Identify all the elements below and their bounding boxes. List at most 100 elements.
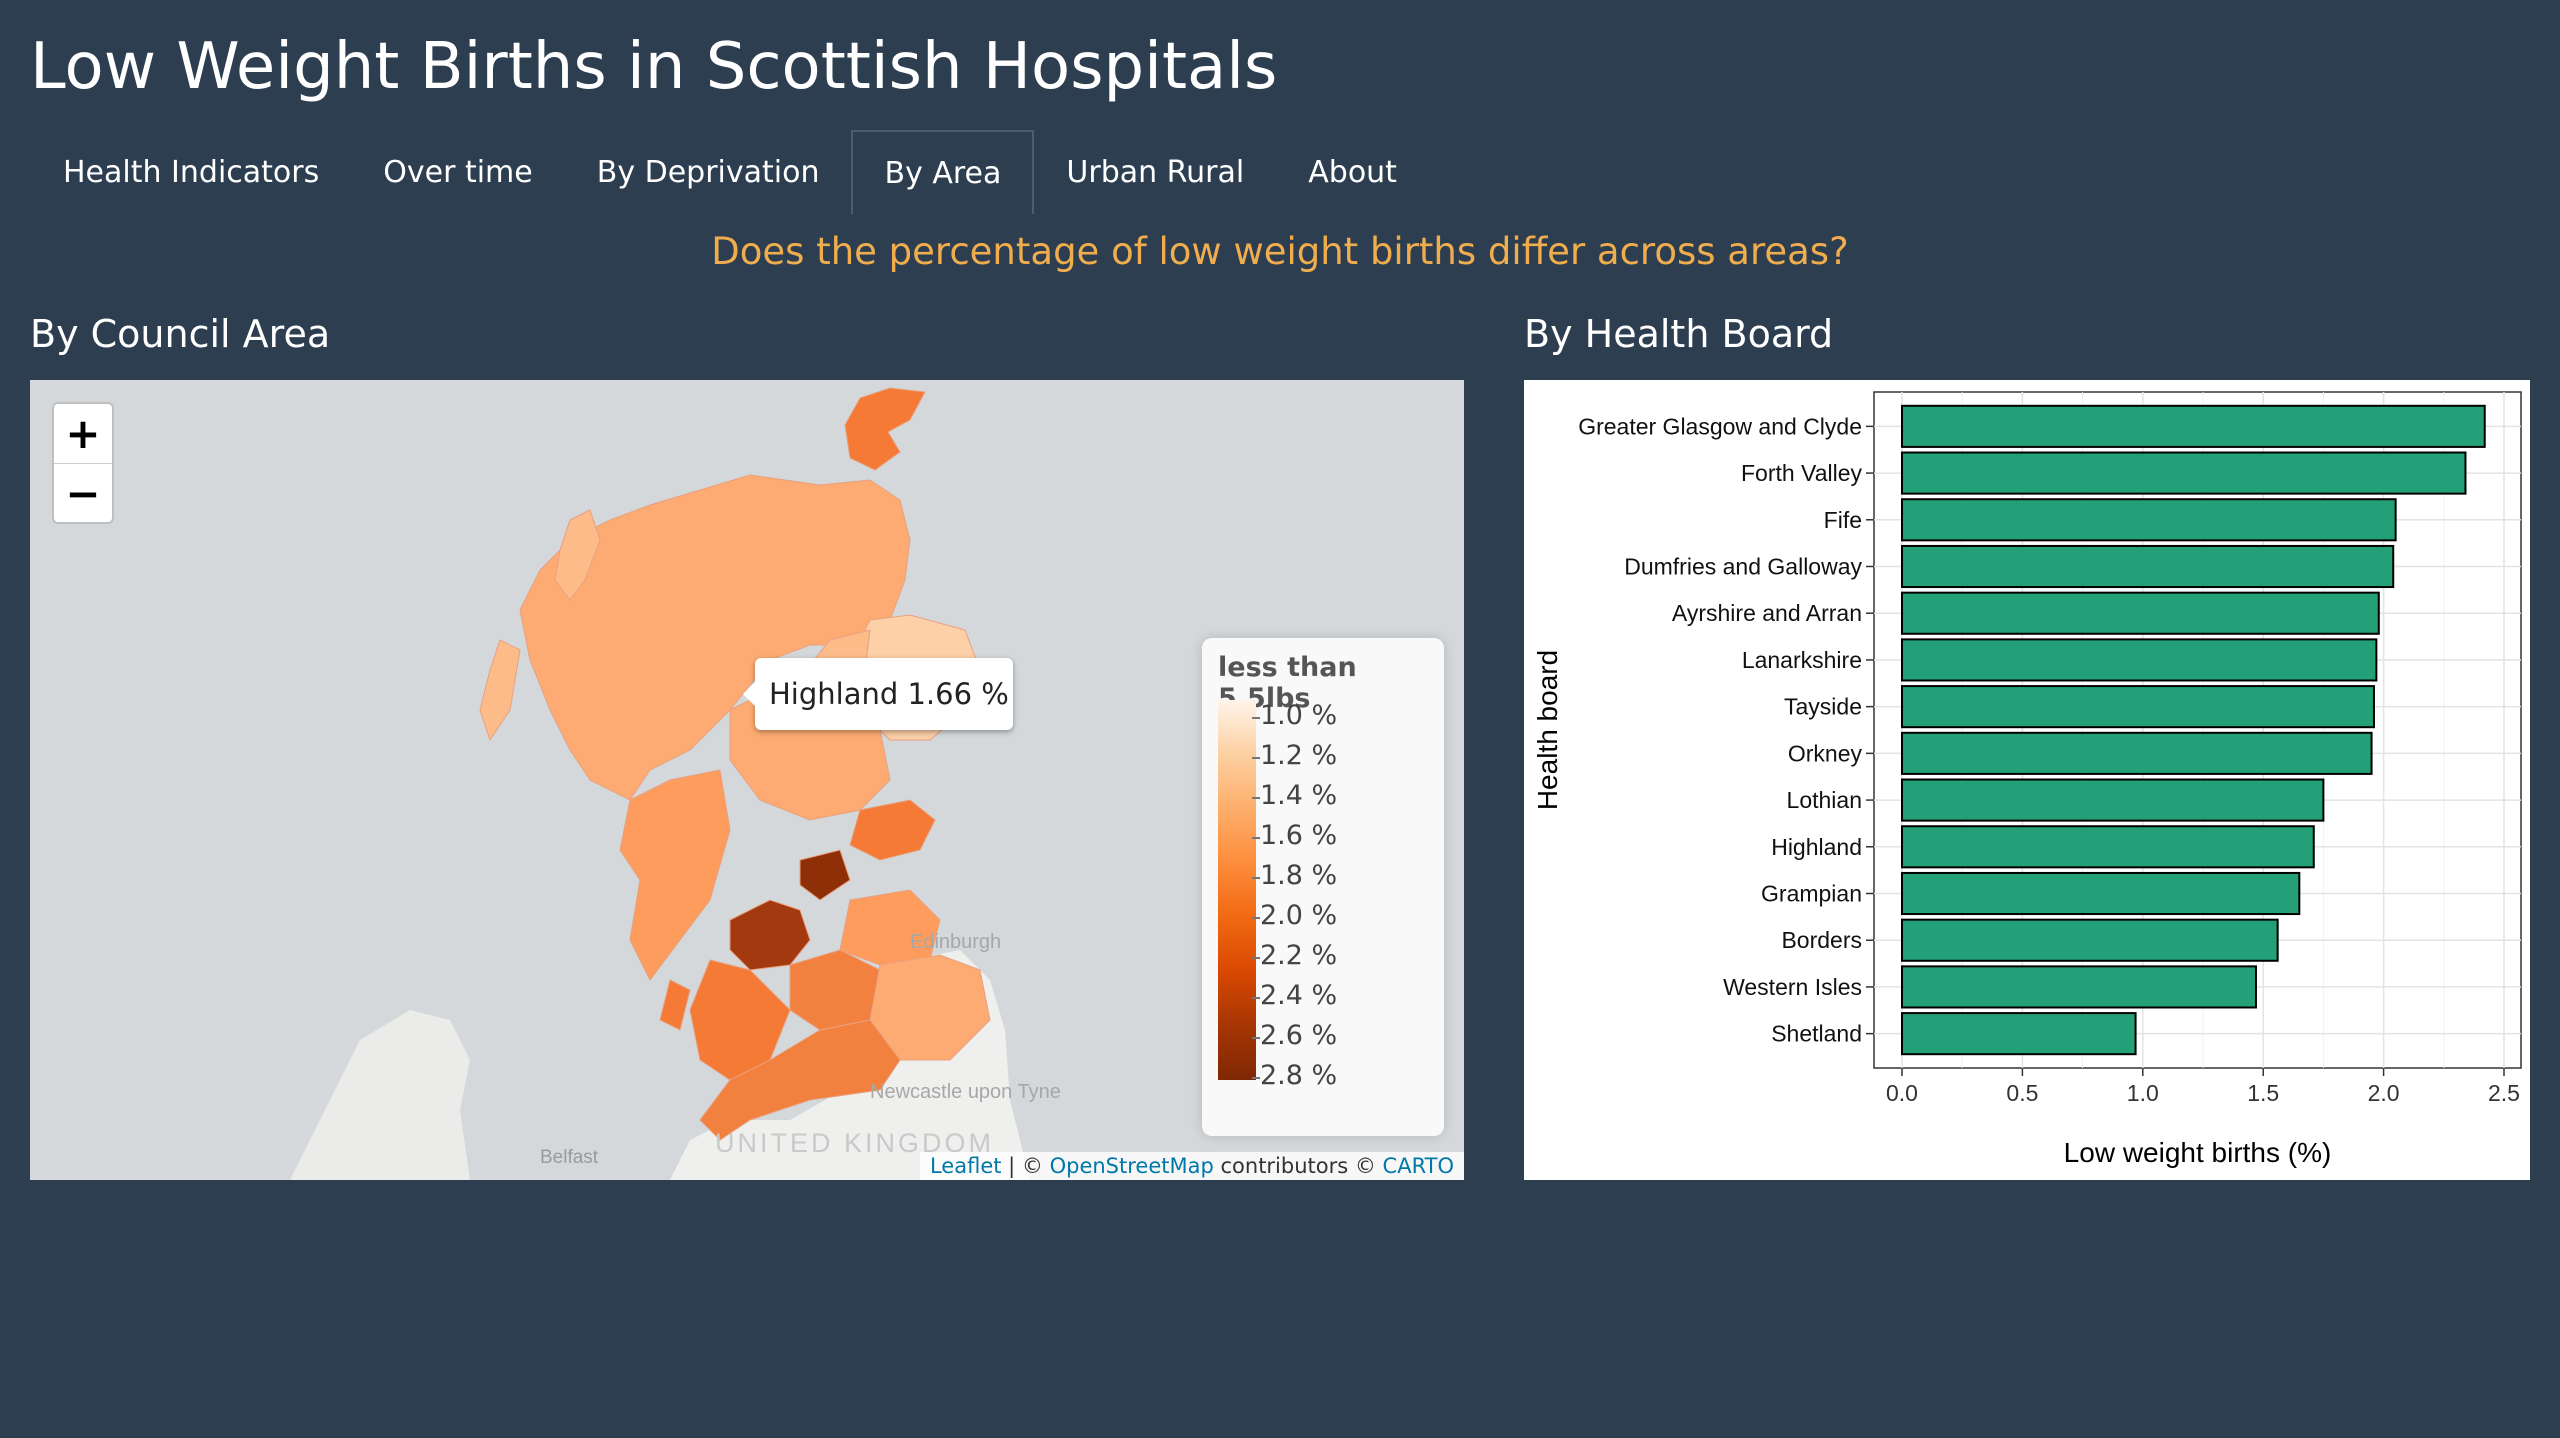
legend-tick bbox=[1252, 1037, 1260, 1039]
legend-label: 2.2 % bbox=[1260, 940, 1338, 971]
x-tick-label: 2.0 bbox=[2368, 1080, 2400, 1106]
map-tooltip: Highland 1.66 % bbox=[743, 658, 1013, 730]
x-tick-label: 1.5 bbox=[2247, 1080, 2279, 1106]
chart-section-title: By Health Board bbox=[1524, 312, 1834, 356]
map-section-title: By Council Area bbox=[30, 312, 331, 356]
region-highland bbox=[519, 474, 911, 801]
zoom-control: + − bbox=[52, 402, 114, 524]
bar-lanarkshire bbox=[1901, 638, 2378, 682]
y-tick-label: Forth Valley bbox=[1741, 460, 1863, 486]
ireland-land bbox=[290, 1010, 470, 1180]
map-legend: less than 5.5lbs 1.0 % 1.2 % 1.4 % 1.6 % 1.8… bbox=[1202, 638, 1444, 1136]
bar-grampian bbox=[1901, 871, 2301, 916]
region-west-isles-south bbox=[479, 639, 521, 742]
x-tick-label: 2.5 bbox=[2488, 1080, 2520, 1106]
legend-tick bbox=[1252, 997, 1260, 999]
x-tick-label: 1.0 bbox=[2127, 1080, 2159, 1106]
legend-tick bbox=[1252, 877, 1260, 879]
y-tick-label: Western Isles bbox=[1723, 974, 1862, 1000]
region-lothian bbox=[839, 889, 941, 966]
bar-tayside bbox=[1901, 685, 2375, 729]
bar-ayrshire-and-arran bbox=[1901, 591, 2380, 635]
legend-tick bbox=[1252, 957, 1260, 959]
region-western-isles bbox=[554, 509, 601, 601]
bar-highland bbox=[1901, 825, 2315, 869]
region-lanarkshire bbox=[789, 949, 881, 1031]
legend-label: 2.6 % bbox=[1260, 1020, 1338, 1051]
bar-lothian bbox=[1901, 778, 2325, 822]
map-attribution: Leaflet | © OpenStreetMap contributors ©… bbox=[919, 1152, 1464, 1180]
x-tick-label: 0.0 bbox=[1886, 1080, 1918, 1106]
y-tick-label: Dumfries and Galloway bbox=[1624, 554, 1862, 580]
region-shetland bbox=[844, 387, 926, 471]
y-tick-label: Ayrshire and Arran bbox=[1672, 600, 1862, 626]
region-glasgow bbox=[729, 899, 811, 971]
y-tick-label: Grampian bbox=[1761, 881, 1862, 907]
bar-dumfries-and-galloway bbox=[1901, 544, 2395, 589]
legend-label: 1.6 % bbox=[1260, 820, 1338, 851]
leaflet-link[interactable]: Leaflet bbox=[929, 1154, 1002, 1178]
tab-by-area[interactable]: By Area bbox=[851, 130, 1035, 214]
region-arran bbox=[659, 979, 691, 1031]
region-falkirk bbox=[799, 849, 851, 901]
page-question: Does the percentage of low weight births… bbox=[711, 230, 1849, 273]
legend-color-bar bbox=[1218, 700, 1256, 1080]
y-tick-label: Greater Glasgow and Clyde bbox=[1578, 413, 1862, 439]
tab-about[interactable]: About bbox=[1308, 155, 1397, 190]
y-axis-title: Health board bbox=[1532, 650, 1563, 810]
region-argyll bbox=[619, 769, 731, 981]
y-tick-label: Borders bbox=[1781, 927, 1862, 953]
legend-tick bbox=[1252, 717, 1260, 719]
x-tick-label: 0.5 bbox=[2006, 1080, 2038, 1106]
region-fife bbox=[849, 799, 936, 861]
page-title: Low Weight Births in Scottish Hospitals bbox=[30, 30, 1278, 104]
legend-label: 2.8 % bbox=[1260, 1060, 1338, 1091]
map-label-newcastle: Newcastle upon Tyne bbox=[870, 1081, 1061, 1103]
y-tick-label: Highland bbox=[1771, 834, 1862, 860]
tab-by-deprivation[interactable]: By Deprivation bbox=[596, 155, 820, 190]
legend-tick bbox=[1252, 797, 1260, 799]
bar-borders bbox=[1901, 918, 2279, 962]
legend-tick bbox=[1252, 757, 1260, 759]
legend-label: 2.4 % bbox=[1260, 980, 1338, 1011]
council-area-map[interactable]: Edinburgh Newcastle upon Tyne Belfast UN… bbox=[30, 380, 1464, 1180]
bar-forth-valley bbox=[1901, 451, 2467, 495]
legend-tick bbox=[1252, 837, 1260, 839]
legend-label: 1.0 % bbox=[1260, 700, 1338, 731]
legend-label: 1.2 % bbox=[1260, 740, 1338, 771]
legend-tick bbox=[1252, 917, 1260, 919]
tab-over-time[interactable]: Over time bbox=[383, 155, 533, 190]
bar-shetland bbox=[1901, 1012, 2137, 1056]
y-tick-label: Lanarkshire bbox=[1742, 647, 1862, 673]
bar-greater-glasgow-and-clyde bbox=[1901, 404, 2486, 448]
tab-health-indicators[interactable]: Health Indicators bbox=[63, 155, 320, 190]
health-board-chart-panel: 0.0 0.5 1.0 1.5 2.0 2.5 Greater Glasgow and Cl… bbox=[1524, 380, 2530, 1180]
y-tick-label: Shetland bbox=[1771, 1021, 1862, 1047]
legend-label: 2.0 % bbox=[1260, 900, 1338, 931]
region-dumfries bbox=[699, 1019, 901, 1141]
map-label-belfast: Belfast bbox=[540, 1147, 599, 1168]
legend-title: less than 5.5lbs bbox=[1218, 652, 1357, 714]
zoom-in-button[interactable]: + bbox=[54, 404, 112, 464]
y-tick-label: Orkney bbox=[1788, 740, 1863, 766]
y-tick-label: Fife bbox=[1824, 507, 1862, 533]
bar-western-isles bbox=[1901, 965, 2257, 1009]
scotland-regions bbox=[479, 387, 991, 1141]
attribution-sep: | © bbox=[1001, 1154, 1050, 1178]
health-board-bar-chart: 0.0 0.5 1.0 1.5 2.0 2.5 Greater Glasgow and Cl… bbox=[1532, 391, 2522, 1168]
bar-orkney bbox=[1901, 731, 2373, 775]
tab-urban-rural[interactable]: Urban Rural bbox=[1066, 155, 1245, 190]
attribution-contributors: contributors © bbox=[1213, 1154, 1383, 1178]
bar-fife bbox=[1901, 498, 2397, 542]
legend-tick bbox=[1252, 1077, 1260, 1079]
x-axis-title: Low weight births (%) bbox=[2064, 1137, 2332, 1168]
zoom-out-button[interactable]: − bbox=[65, 469, 101, 518]
osm-link[interactable]: OpenStreetMap bbox=[1049, 1154, 1214, 1178]
carto-link[interactable]: CARTO bbox=[1382, 1154, 1454, 1178]
nav-tabs: Health Indicators Over time By Deprivati… bbox=[31, 130, 1429, 214]
legend-label: 1.8 % bbox=[1260, 860, 1338, 891]
y-tick-label: Lothian bbox=[1787, 787, 1862, 813]
map-label-edinburgh: Edinburgh bbox=[910, 931, 1001, 953]
legend-label: 1.4 % bbox=[1260, 780, 1338, 811]
y-tick-label: Tayside bbox=[1784, 694, 1862, 720]
